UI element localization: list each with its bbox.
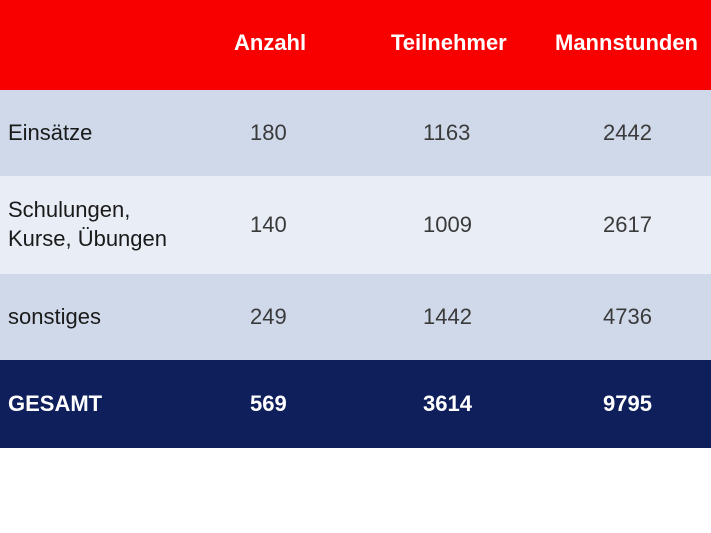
cell-teilnehmer: 1163 <box>423 120 471 145</box>
cell-mannstunden: 4736 <box>603 304 652 329</box>
total-label: GESAMT <box>8 390 103 416</box>
cell-mannstunden: 2442 <box>603 120 652 145</box>
row-label: Schulungen, Kurse, Übungen <box>0 176 200 274</box>
header-anzahl: Anzahl <box>234 30 307 55</box>
header-empty-cell <box>0 0 200 90</box>
statistics-table: Anzahl Teilnehmer Mannstunden Einsätze 1… <box>0 0 711 448</box>
cell-anzahl: 180 <box>250 120 287 145</box>
row-label-line: Kurse, Übungen <box>8 226 167 251</box>
header-mannstunden: Mannstunden <box>555 30 698 55</box>
header-row: Anzahl Teilnehmer Mannstunden <box>0 0 711 90</box>
header-teilnehmer: Teilnehmer <box>391 30 507 55</box>
row-label: sonstiges <box>0 274 200 360</box>
cell-teilnehmer: 1009 <box>423 212 472 237</box>
cell-mannstunden: 2617 <box>603 212 652 237</box>
cell-anzahl: 140 <box>250 212 287 237</box>
total-row: GESAMT 569 3614 9795 <box>0 360 711 448</box>
table-row: Einsätze 180 1163 2442 <box>0 90 711 176</box>
row-label-line: sonstiges <box>8 303 101 329</box>
row-label: Einsätze <box>0 90 200 176</box>
total-teilnehmer: 3614 <box>423 391 472 416</box>
total-anzahl: 569 <box>250 391 287 416</box>
row-label-line: Einsätze <box>8 119 93 145</box>
cell-teilnehmer: 1442 <box>423 304 472 329</box>
total-mannstunden: 9795 <box>603 391 652 416</box>
table-row: Schulungen, Kurse, Übungen 140 1009 2617 <box>0 176 711 274</box>
row-label-line: Schulungen, <box>8 197 131 223</box>
cell-anzahl: 249 <box>250 304 287 329</box>
table-row: sonstiges 249 1442 4736 <box>0 274 711 360</box>
